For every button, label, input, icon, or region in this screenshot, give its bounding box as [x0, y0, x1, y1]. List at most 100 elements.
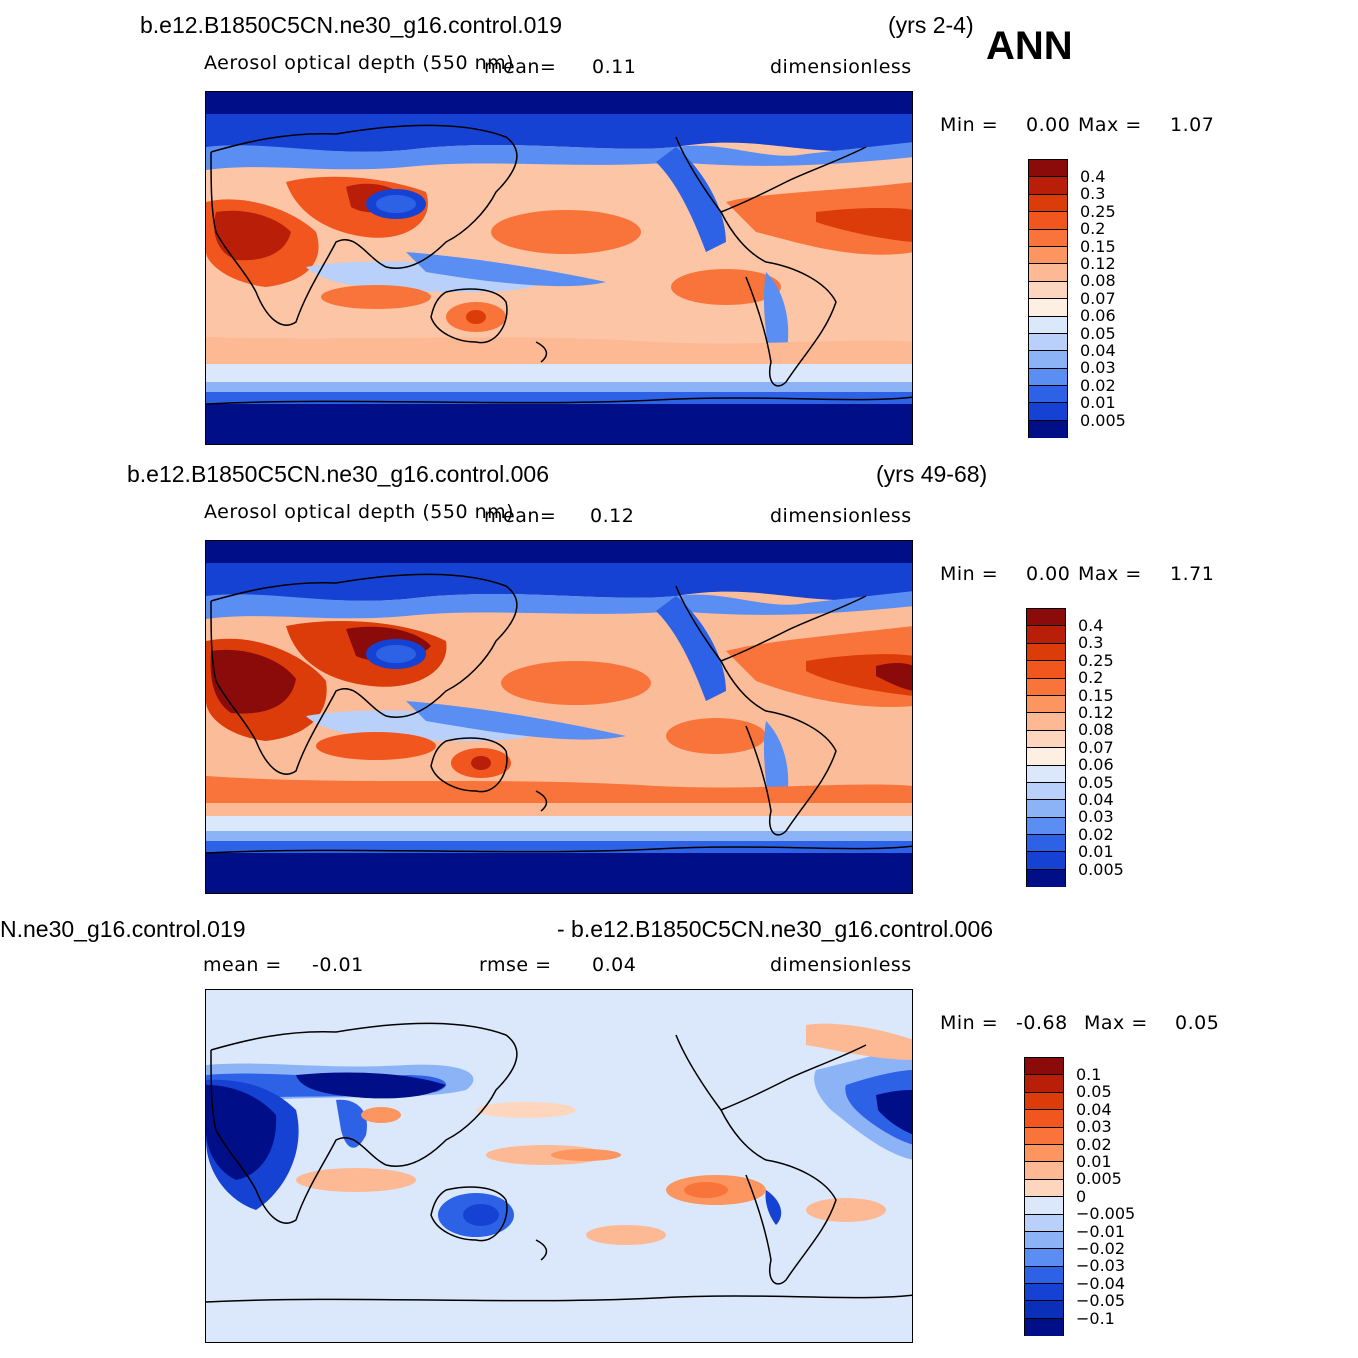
colorbar-label: 0.05 — [1076, 1082, 1112, 1102]
colorbar-swatch — [1029, 212, 1067, 230]
colorbar-swatch — [1027, 643, 1065, 662]
panel2-map — [205, 540, 913, 894]
colorbar-label: 0.04 — [1078, 790, 1114, 809]
panel1-mean-label: mean= — [484, 56, 557, 78]
panel2-min-value: 0.00 — [1026, 563, 1071, 585]
panel1-mean-value: 0.11 — [592, 56, 637, 78]
colorbar-label: 0.03 — [1076, 1117, 1112, 1137]
colorbar-swatch — [1027, 609, 1065, 627]
panel3-mean-label: mean = — [203, 954, 282, 976]
panel3-min-label: Min = — [940, 1012, 999, 1034]
colorbar-label: 0.06 — [1080, 306, 1116, 326]
colorbar-swatch — [1027, 782, 1065, 801]
colorbar-swatch — [1027, 748, 1065, 766]
season-label: ANN — [986, 24, 1073, 68]
panel3-max-label: Max = — [1084, 1012, 1148, 1034]
colorbar-label: 0.01 — [1076, 1152, 1112, 1171]
panel3-rmse-value: 0.04 — [592, 954, 637, 976]
colorbar-swatch — [1029, 351, 1067, 369]
panel2-case-title: b.e12.B1850C5CN.ne30_g16.control.006 — [127, 461, 549, 487]
colorbar-label: 0.005 — [1080, 410, 1126, 430]
colorbar-label: 0.04 — [1080, 341, 1116, 360]
colorbar-label: 0.01 — [1078, 842, 1114, 862]
colorbar-swatch — [1029, 194, 1067, 213]
colorbar-label: 0.03 — [1078, 807, 1114, 827]
colorbar-label: 0.02 — [1076, 1134, 1112, 1154]
colorbar-label: 0.3 — [1080, 184, 1106, 204]
colorbar-swatch — [1029, 177, 1067, 195]
colorbar-swatch — [1029, 264, 1067, 282]
panel1-years: (yrs 2-4) — [888, 12, 974, 38]
colorbar-label: 0.05 — [1078, 772, 1114, 792]
colorbar-swatch — [1027, 678, 1065, 696]
panel3-colorbar — [1024, 1057, 1064, 1337]
colorbar-label: 0.02 — [1078, 824, 1114, 844]
colorbar-swatch — [1025, 1301, 1063, 1319]
colorbar-swatch — [1025, 1058, 1063, 1076]
colorbar-swatch — [1029, 246, 1067, 265]
colorbar-swatch — [1025, 1266, 1063, 1285]
panel2-max-label: Max = — [1078, 563, 1142, 585]
colorbar-label: 0.005 — [1076, 1169, 1122, 1189]
colorbar-label: −0.03 — [1076, 1256, 1126, 1276]
colorbar-swatch — [1029, 420, 1067, 439]
panel1-min-value: 0.00 — [1026, 114, 1071, 136]
colorbar-swatch — [1025, 1179, 1063, 1198]
colorbar-swatch — [1029, 160, 1067, 178]
colorbar-label: 0.15 — [1078, 685, 1114, 705]
colorbar-swatch — [1029, 299, 1067, 317]
panel3-map — [205, 989, 913, 1343]
panel2-units: dimensionless — [770, 505, 912, 527]
colorbar-label: 0.12 — [1080, 254, 1116, 273]
colorbar-label: −0.01 — [1076, 1221, 1126, 1241]
panel1-variable: Aerosol optical depth (550 nm) — [204, 52, 515, 74]
colorbar-label: 0.01 — [1080, 393, 1116, 413]
colorbar-label: 0.4 — [1078, 616, 1104, 635]
colorbar-label: −0.02 — [1076, 1239, 1126, 1258]
colorbar-label: 0.12 — [1078, 703, 1114, 722]
panel1-max-value: 1.07 — [1170, 114, 1215, 136]
colorbar-label: −0.1 — [1076, 1308, 1115, 1328]
panel2-years: (yrs 49-68) — [876, 461, 988, 487]
colorbar-label: 0.2 — [1078, 668, 1104, 688]
colorbar-swatch — [1027, 835, 1065, 853]
colorbar-label: 0.05 — [1080, 323, 1116, 343]
colorbar-swatch — [1025, 1318, 1063, 1337]
panel1-units: dimensionless — [770, 56, 912, 78]
colorbar-swatch — [1029, 229, 1067, 247]
panel2-variable: Aerosol optical depth (550 nm) — [204, 501, 515, 523]
colorbar-swatch — [1025, 1197, 1063, 1215]
panel3-case-left: N.ne30_g16.control.019 — [0, 916, 246, 942]
colorbar-swatch — [1025, 1110, 1063, 1128]
colorbar-swatch — [1027, 800, 1065, 818]
colorbar-swatch — [1027, 661, 1065, 679]
colorbar-swatch — [1025, 1144, 1063, 1163]
panel1-map — [205, 91, 913, 445]
panel3-mean-value: -0.01 — [312, 954, 364, 976]
colorbar-swatch — [1025, 1162, 1063, 1180]
colorbar-label: 0.03 — [1080, 358, 1116, 378]
colorbar-swatch — [1027, 695, 1065, 714]
colorbar-swatch — [1029, 316, 1067, 334]
panel2-colorbar-swatches — [1027, 609, 1065, 888]
colorbar-swatch — [1029, 281, 1067, 300]
colorbar-label: 0.2 — [1080, 219, 1106, 239]
colorbar-label: 0.02 — [1080, 375, 1116, 395]
colorbar-swatch — [1027, 713, 1065, 731]
colorbar-swatch — [1025, 1127, 1063, 1145]
colorbar-label: 0.07 — [1080, 288, 1116, 308]
colorbar-swatch — [1025, 1092, 1063, 1111]
panel1-colorbar-swatches — [1029, 160, 1067, 439]
panel3-max-value: 0.05 — [1175, 1012, 1220, 1034]
panel3-case-right: - b.e12.B1850C5CN.ne30_g16.control.006 — [557, 916, 994, 942]
panel3-min-value: -0.68 — [1016, 1012, 1068, 1034]
colorbar-swatch — [1025, 1075, 1063, 1093]
panel1-min-label: Min = — [940, 114, 999, 136]
colorbar-swatch — [1025, 1214, 1063, 1232]
colorbar-swatch — [1027, 869, 1065, 888]
colorbar-label: −0.005 — [1076, 1204, 1136, 1224]
colorbar-swatch — [1025, 1284, 1063, 1302]
colorbar-label: 0 — [1076, 1186, 1087, 1206]
colorbar-swatch — [1029, 368, 1067, 387]
colorbar-label: 0.08 — [1078, 720, 1114, 740]
